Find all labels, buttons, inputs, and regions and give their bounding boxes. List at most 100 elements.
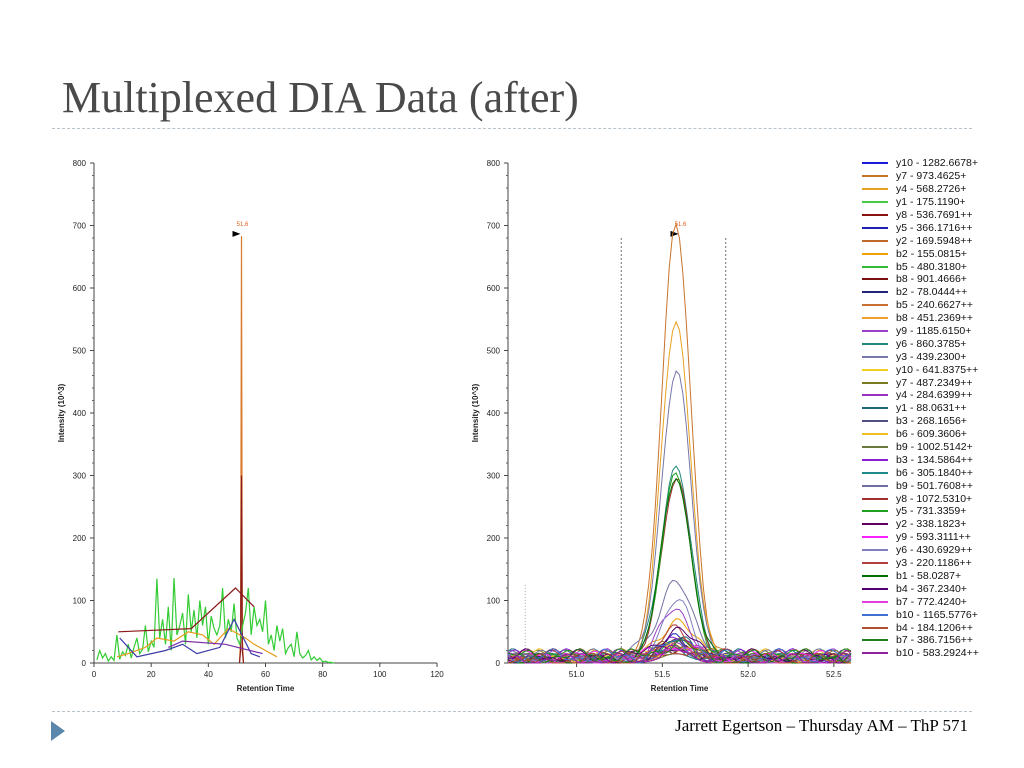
legend-swatch	[862, 471, 888, 474]
legend-swatch	[862, 497, 888, 500]
legend-label: y7 - 487.2349++	[896, 376, 973, 389]
title-divider	[52, 128, 972, 129]
y-tick-label: 500	[73, 347, 87, 356]
legend-label: b10 - 583.2924++	[896, 647, 979, 660]
y-tick-label: 600	[73, 284, 87, 293]
legend-swatch	[862, 484, 888, 487]
legend-label: y10 - 641.8375++	[896, 363, 979, 376]
legend-label: y3 - 439.2300+	[896, 350, 967, 363]
legend-swatch	[862, 188, 888, 191]
legend-swatch	[862, 278, 888, 281]
legend-label: b5 - 240.6627++	[896, 299, 974, 312]
series-line	[507, 370, 852, 664]
legend-label: b3 - 134.5864++	[896, 453, 974, 466]
y-tick-label: 400	[73, 409, 87, 418]
series-line	[119, 617, 261, 658]
legend-swatch	[862, 420, 888, 423]
legend-item: b5 - 480.3180+	[862, 260, 1022, 273]
slide-title: Multiplexed DIA Data (after)	[62, 73, 579, 122]
right-chromatogram-chart: 0 100 200 300 400 500 600 700 800 51.0 51.5 52.0 52.…	[471, 159, 852, 693]
legend-label: y9 - 593.3111++	[896, 531, 971, 544]
legend-item: b8 - 451.2369++	[862, 312, 1022, 325]
legend-item: b10 - 1165.5776+	[862, 608, 1022, 621]
legend-label: b2 - 78.0444++	[896, 286, 968, 299]
legend-label: y2 - 338.1823+	[896, 518, 967, 531]
legend-swatch	[862, 600, 888, 603]
legend-item: y3 - 439.2300+	[862, 350, 1022, 363]
legend-swatch	[862, 368, 888, 371]
legend-swatch	[862, 562, 888, 565]
y-tick-label: 0	[82, 659, 87, 668]
legend-label: b2 - 155.0815+	[896, 247, 967, 260]
legend-item: b6 - 609.3606+	[862, 428, 1022, 441]
legend-swatch	[862, 239, 888, 242]
series-line	[238, 475, 245, 664]
legend-item: b7 - 772.4240+	[862, 595, 1022, 608]
y-tick-label: 100	[487, 597, 501, 606]
legend-label: b10 - 1165.5776+	[896, 608, 978, 621]
legend-item: y2 - 169.5948++	[862, 234, 1022, 247]
legend-item: b3 - 134.5864++	[862, 453, 1022, 466]
peak-marker-icon	[232, 230, 241, 237]
legend-label: b4 - 367.2340+	[896, 582, 967, 595]
left-chromatogram-chart: 0 100 200 300 400 500 600 700 800 0 20 40 60 80 100 120…	[57, 159, 444, 693]
x-tick-label: 0	[92, 670, 97, 679]
legend-swatch	[862, 510, 888, 513]
legend-item: y5 - 731.3359+	[862, 505, 1022, 518]
footer-text: Jarrett Egertson – Thursday AM – ThP 571	[675, 716, 968, 735]
legend-swatch	[862, 536, 888, 539]
legend-item: y4 - 284.6399++	[862, 389, 1022, 402]
x-tick-label: 60	[261, 670, 270, 679]
legend-item: b7 - 386.7156++	[862, 634, 1022, 647]
series-line	[507, 477, 851, 664]
legend-item: b5 - 240.6627++	[862, 299, 1022, 312]
peak-label: 51.6	[675, 222, 687, 228]
x-tick-label: 40	[204, 670, 213, 679]
legend-swatch	[862, 407, 888, 410]
legend-item: b2 - 155.0815+	[862, 247, 1022, 260]
series-line	[508, 465, 852, 664]
legend-label: b9 - 1002.5142+	[896, 441, 973, 454]
y-axis-label: Intensity (10^3)	[57, 383, 66, 442]
series-line	[168, 640, 263, 655]
legend-item: y3 - 220.1186++	[862, 557, 1022, 570]
legend-swatch	[862, 458, 888, 461]
y-axis-label: Intensity (10^3)	[471, 383, 480, 442]
x-tick-label: 80	[318, 670, 327, 679]
legend-label: y6 - 860.3785+	[896, 337, 967, 350]
legend-item: b10 - 583.2924++	[862, 647, 1022, 660]
chart-legend: y10 - 1282.6678+ y7 - 973.4625+ y4 - 568.2…	[862, 157, 1022, 660]
series-line	[118, 587, 255, 633]
legend-label: y6 - 430.6929++	[896, 544, 973, 557]
y-tick-label: 800	[73, 159, 87, 168]
legend-swatch	[862, 175, 888, 178]
y-tick-label: 300	[487, 472, 501, 481]
legend-item: y4 - 568.2726+	[862, 183, 1022, 196]
legend-item: b4 - 367.2340+	[862, 582, 1022, 595]
legend-item: y10 - 641.8375++	[862, 363, 1022, 376]
series-line	[508, 650, 851, 664]
legend-item: y6 - 860.3785+	[862, 337, 1022, 350]
y-tick-label: 300	[73, 472, 87, 481]
legend-swatch	[862, 304, 888, 307]
legend-swatch	[862, 574, 888, 577]
series-line	[507, 639, 852, 664]
y-tick-label: 200	[73, 534, 87, 543]
legend-swatch	[862, 652, 888, 655]
peak-label: 51.6	[237, 222, 249, 228]
legend-item: y10 - 1282.6678+	[862, 157, 1022, 170]
x-tick-label: 120	[430, 670, 444, 679]
series-line	[507, 320, 851, 664]
legend-item: y9 - 593.3111++	[862, 531, 1022, 544]
legend-swatch	[862, 523, 888, 526]
y-tick-label: 400	[487, 409, 501, 418]
legend-label: b1 - 58.0287+	[896, 569, 962, 582]
peak-marker-icon	[670, 230, 679, 237]
x-tick-label: 20	[147, 670, 156, 679]
legend-swatch	[862, 446, 888, 449]
legend-swatch	[862, 291, 888, 294]
y-tick-label: 800	[487, 159, 501, 168]
legend-label: y2 - 169.5948++	[896, 234, 973, 247]
legend-label: b5 - 480.3180+	[896, 260, 967, 273]
legend-item: y7 - 487.2349++	[862, 376, 1022, 389]
